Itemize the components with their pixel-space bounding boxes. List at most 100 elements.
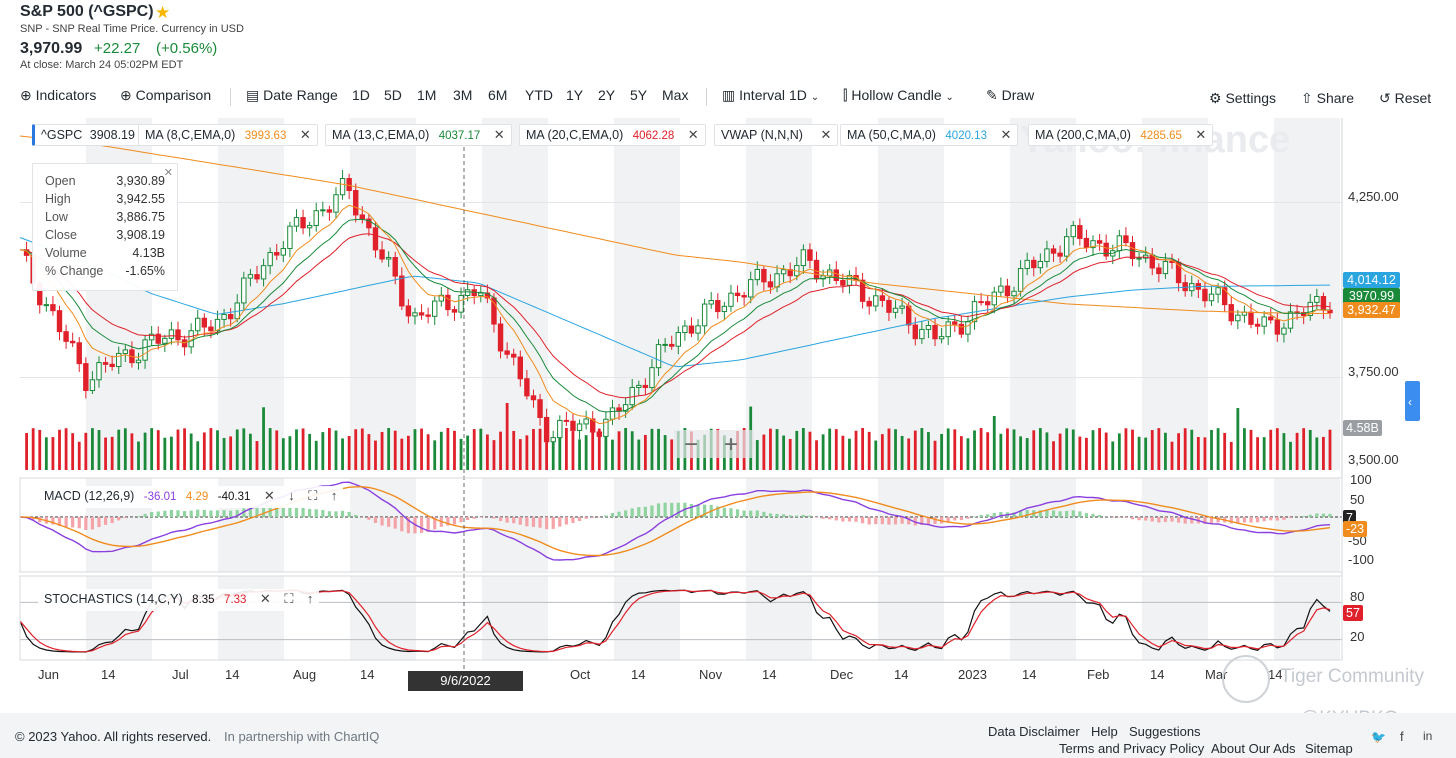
candle-body <box>412 312 418 317</box>
range-ytd[interactable]: YTD <box>525 87 553 103</box>
range-6m[interactable]: 6M <box>488 87 508 103</box>
candle-body <box>669 343 675 347</box>
background-band <box>614 478 680 572</box>
close-icon[interactable]: ✕ <box>820 127 832 142</box>
arrow-down-icon[interactable]: ↓ <box>288 488 295 503</box>
close-icon[interactable]: ✕ <box>1000 127 1012 142</box>
ohlc-row: High 3,942.55 <box>45 192 165 210</box>
share-button[interactable]: ⇧ Share <box>1301 90 1354 107</box>
range-5y[interactable]: 5Y <box>630 87 648 103</box>
macd-histogram-bar <box>1058 511 1062 517</box>
chart-type-dropdown[interactable]: ⫿ Hollow Candle ⌄ <box>843 87 954 104</box>
footer-link-sitemap[interactable]: Sitemap <box>1305 741 1353 756</box>
stoch-tick: 20 <box>1350 629 1365 644</box>
macd-histogram-bar <box>1025 510 1029 517</box>
background-band <box>482 478 548 572</box>
range-5d[interactable]: 5D <box>384 87 402 103</box>
candle-body <box>63 331 69 342</box>
volume-bar <box>1243 428 1246 470</box>
candle-body <box>300 217 306 229</box>
vwap-tag[interactable]: VWAP (N,N,N) ✕ <box>714 124 839 146</box>
volume-bar <box>512 430 516 470</box>
macd-histogram-bar <box>1019 511 1023 517</box>
macd-label-tag[interactable]: MACD (12,26,9) -36.01 4.29 -40.31 ✕ ↓ ⛶ … <box>38 486 344 508</box>
macd-histogram-bar <box>1190 517 1194 524</box>
ma20-tag[interactable]: MA (20,C,EMA,0) 4062.28 ✕ <box>519 124 706 146</box>
reset-button[interactable]: ↺ Reset <box>1379 90 1431 107</box>
macd-histogram-bar <box>1249 517 1253 523</box>
close-icon[interactable]: ✕ <box>493 127 505 142</box>
ma200-tag[interactable]: MA (200,C,MA,0) 4285.65 ✕ <box>1028 124 1214 146</box>
candle-body <box>116 352 122 368</box>
ma50-tag[interactable]: MA (50,C,MA,0) 4020.13 ✕ <box>840 124 1019 146</box>
time-axis-label: Nov <box>699 667 723 682</box>
ma13-value: 4037.17 <box>438 130 481 142</box>
ohlc-label: Close <box>45 228 77 242</box>
arrow-up-icon[interactable]: ↑ <box>306 591 314 606</box>
date-range-button[interactable]: ▤ Date Range <box>246 87 338 104</box>
close-icon[interactable]: ✕ <box>163 167 173 179</box>
settings-button[interactable]: ⚙ Settings <box>1209 90 1276 107</box>
candle-body <box>392 257 398 277</box>
side-panel-toggle[interactable] <box>1405 381 1420 421</box>
candle-body <box>379 249 385 260</box>
macd-value-3: -40.31 <box>217 491 251 503</box>
interval-dropdown[interactable]: ▥ Interval 1D ⌄ <box>722 87 819 104</box>
symbol-tag[interactable]: ^GSPC 3908.19 <box>32 124 142 146</box>
macd-histogram-bar <box>196 509 200 517</box>
close-icon[interactable]: ✕ <box>1195 127 1207 142</box>
linkedin-icon[interactable]: in <box>1423 729 1433 743</box>
indicators-button[interactable]: ⊕ Indicators <box>20 87 96 104</box>
facebook-icon[interactable]: f <box>1400 729 1404 744</box>
comparison-button[interactable]: ⊕ Comparison <box>120 87 211 104</box>
volume-bar <box>84 432 88 470</box>
candle-body <box>346 178 352 192</box>
volume-bar <box>1111 441 1115 470</box>
chart-canvas[interactable]: Yahoo! finance − + ‹ <box>0 110 1456 690</box>
footer-link-help[interactable]: Help <box>1091 724 1118 739</box>
expand-icon[interactable]: ⛶ <box>284 591 294 606</box>
range-3m[interactable]: 3M <box>453 87 473 103</box>
range-max[interactable]: Max <box>662 87 689 103</box>
range-2y[interactable]: 2Y <box>598 87 616 103</box>
candle-body <box>1050 248 1057 254</box>
close-icon[interactable]: ✕ <box>263 488 275 503</box>
ma13-tag[interactable]: MA (13,C,EMA,0) 4037.17 ✕ <box>325 124 512 146</box>
ma8-tag[interactable]: MA (8,C,EMA,0) 3993.63 ✕ <box>138 124 318 146</box>
stoch-label-tag[interactable]: STOCHASTICS (14,C,Y) 8.35 7.33 ✕ ⛶ ↑ <box>38 589 320 611</box>
vwap-name: VWAP (N,N,N) <box>721 128 803 142</box>
volume-bar <box>1131 429 1134 470</box>
close-icon[interactable]: ✕ <box>299 127 311 142</box>
range-1d[interactable]: 1D <box>352 87 370 103</box>
volume-bar <box>979 428 983 470</box>
footer-link-suggestions[interactable]: Suggestions <box>1129 724 1201 739</box>
draw-button[interactable]: ✎ Draw <box>986 87 1034 104</box>
macd-histogram-bar <box>1163 517 1168 523</box>
zoom-out-button[interactable]: − <box>684 431 698 458</box>
candle-body <box>695 325 701 334</box>
twitter-icon[interactable]: 🐦 <box>1371 730 1386 744</box>
close-icon[interactable]: ✕ <box>259 591 271 606</box>
close-icon[interactable]: ✕ <box>687 127 699 142</box>
macd-histogram-bar <box>64 517 68 528</box>
footer-link-ads[interactable]: About Our Ads <box>1211 741 1296 756</box>
macd-histogram-bar <box>689 504 694 517</box>
expand-icon[interactable]: ⛶ <box>308 488 318 503</box>
range-1y[interactable]: 1Y <box>566 87 584 103</box>
chevron-down-icon: ⌄ <box>810 92 820 103</box>
footer-link-disclaimer[interactable]: Data Disclaimer <box>988 724 1080 739</box>
arrow-up-icon[interactable]: ↑ <box>330 488 338 503</box>
star-icon[interactable]: ★ <box>155 3 171 22</box>
volume-bar <box>249 433 252 470</box>
macd-value-1: -36.01 <box>143 491 177 503</box>
range-1m[interactable]: 1M <box>417 87 437 103</box>
candle-body <box>734 292 741 297</box>
volume-bar <box>1275 428 1279 470</box>
footer-link-terms[interactable]: Terms and Privacy Policy <box>1059 741 1205 756</box>
macd-histogram-bar <box>1328 513 1332 517</box>
zoom-in-button[interactable]: + <box>724 431 738 458</box>
candle-body <box>543 416 550 443</box>
last-price-badge: 3970.99 <box>1343 288 1400 304</box>
time-axis-label: 14 <box>1268 667 1283 682</box>
candle-body <box>155 333 161 344</box>
